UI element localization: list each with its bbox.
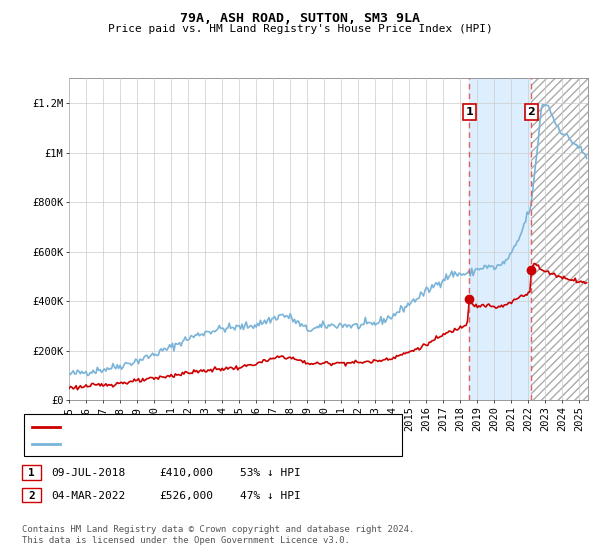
Text: 79A, ASH ROAD, SUTTON, SM3 9LA: 79A, ASH ROAD, SUTTON, SM3 9LA — [180, 12, 420, 25]
Text: £526,000: £526,000 — [159, 491, 213, 501]
Text: Price paid vs. HM Land Registry's House Price Index (HPI): Price paid vs. HM Land Registry's House … — [107, 24, 493, 34]
Text: 09-JUL-2018: 09-JUL-2018 — [51, 468, 125, 478]
Text: 79A, ASH ROAD, SUTTON, SM3 9LA (detached house): 79A, ASH ROAD, SUTTON, SM3 9LA (detached… — [66, 422, 360, 432]
Text: 04-MAR-2022: 04-MAR-2022 — [51, 491, 125, 501]
Text: 47% ↓ HPI: 47% ↓ HPI — [240, 491, 301, 501]
Bar — [532, 78, 588, 400]
Text: HPI: Average price, detached house, Sutton: HPI: Average price, detached house, Sutt… — [66, 438, 329, 449]
Text: 1: 1 — [466, 107, 473, 117]
Text: 2: 2 — [527, 107, 535, 117]
Text: 2: 2 — [28, 491, 35, 501]
Text: Contains HM Land Registry data © Crown copyright and database right 2024.
This d: Contains HM Land Registry data © Crown c… — [22, 525, 415, 545]
Text: 53% ↓ HPI: 53% ↓ HPI — [240, 468, 301, 478]
Text: £410,000: £410,000 — [159, 468, 213, 478]
Text: 1: 1 — [28, 468, 35, 478]
Bar — [532, 78, 588, 400]
Bar — [469, 78, 532, 400]
